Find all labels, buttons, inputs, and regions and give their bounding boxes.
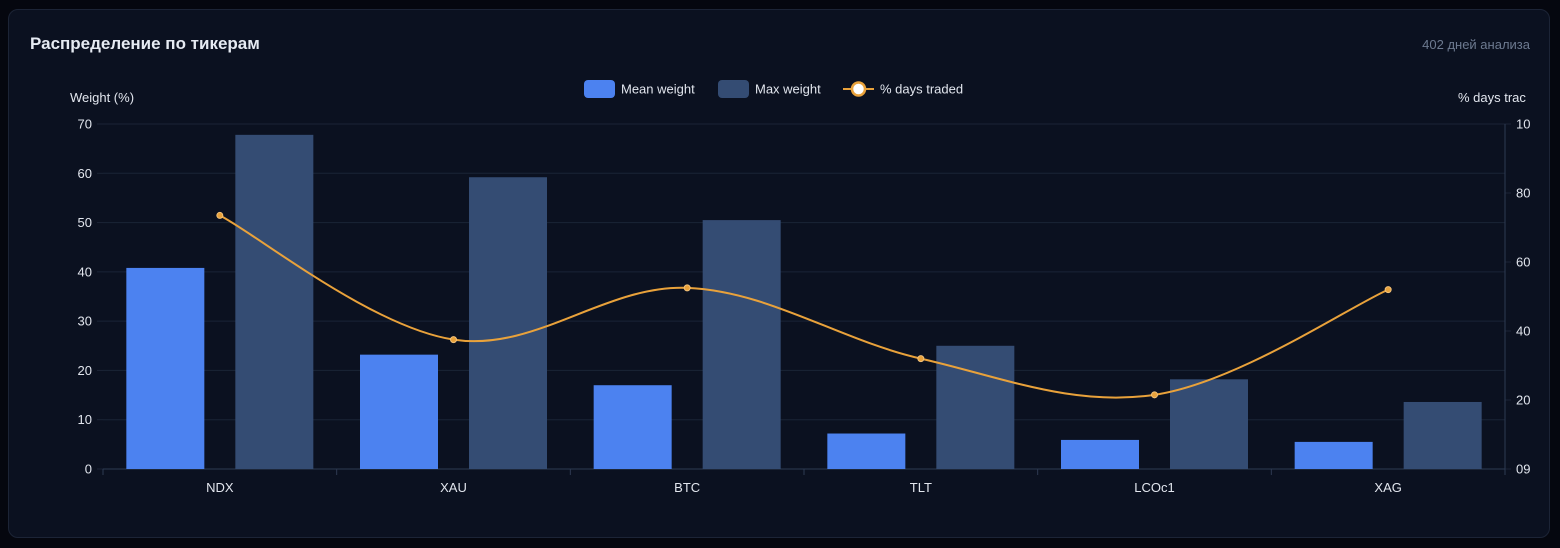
point-days-traded-tlt [917,355,925,363]
y-tick-label: 20 [78,363,92,378]
point-days-traded-xau [450,336,457,344]
y-tick-label: 10 [78,412,92,427]
y2-tick-label: 09 [1516,462,1530,477]
y2-axis-title: % days trac [1458,90,1526,105]
legend-swatch-mean-weight [584,80,615,98]
bar-mean-weight-xag [1294,441,1373,469]
line-days-traded [219,214,1389,399]
y2-tick-label: 10 [1516,117,1530,132]
bar-max-weight-xag [1403,401,1482,469]
legend-swatch-point [850,81,867,97]
legend-label-mean-weight: Mean weight [621,82,695,97]
y-tick-label: 50 [78,215,92,230]
x-tick-label: LCOc1 [1134,480,1174,495]
legend: Mean weight Max weight % days traded [584,80,963,98]
x-tick-label: BTC [674,480,700,495]
bar-mean-weight-xau [360,354,438,469]
bar-max-weight-lcoc1 [1170,379,1248,469]
bar-mean-weight-lcoc1 [1061,439,1139,469]
legend-label-days-traded: % days traded [880,82,963,97]
x-tick-label: TLT [910,480,932,495]
y2-tick-label: 60 [1516,255,1530,270]
legend-swatch-max-weight [718,80,749,98]
analysis-days-label: 402 дней анализа [1422,37,1530,52]
point-days-traded-btc [683,284,691,292]
x-tick-label: NDX [206,480,234,495]
bar-max-weight-ndx [235,134,314,470]
y2-tick-label: 40 [1516,324,1530,339]
y-tick-label: 70 [78,117,92,132]
y-tick-label: 30 [78,314,92,329]
legend-label-max-weight: Max weight [755,82,821,97]
y-tick-label: 0 [85,462,92,477]
bar-max-weight-xau [469,177,547,469]
bar-max-weight-btc [702,220,781,469]
bar-mean-weight-ndx [126,267,205,469]
chart-title: Распределение по тикерам [30,34,260,53]
bar-mean-weight-tlt [827,433,906,469]
point-days-traded-lcoc1 [1151,391,1158,399]
x-tick-label: XAU [440,480,467,495]
point-days-traded-ndx [216,211,224,219]
y-axis-title: Weight (%) [70,90,134,105]
y2-tick-label: 20 [1516,393,1530,408]
point-days-traded-xag [1384,286,1392,294]
y-tick-label: 60 [78,166,92,181]
y2-tick-label: 80 [1516,186,1530,201]
y-tick-label: 40 [78,264,92,279]
bar-mean-weight-btc [593,385,672,469]
x-tick-label: XAG [1374,480,1401,495]
